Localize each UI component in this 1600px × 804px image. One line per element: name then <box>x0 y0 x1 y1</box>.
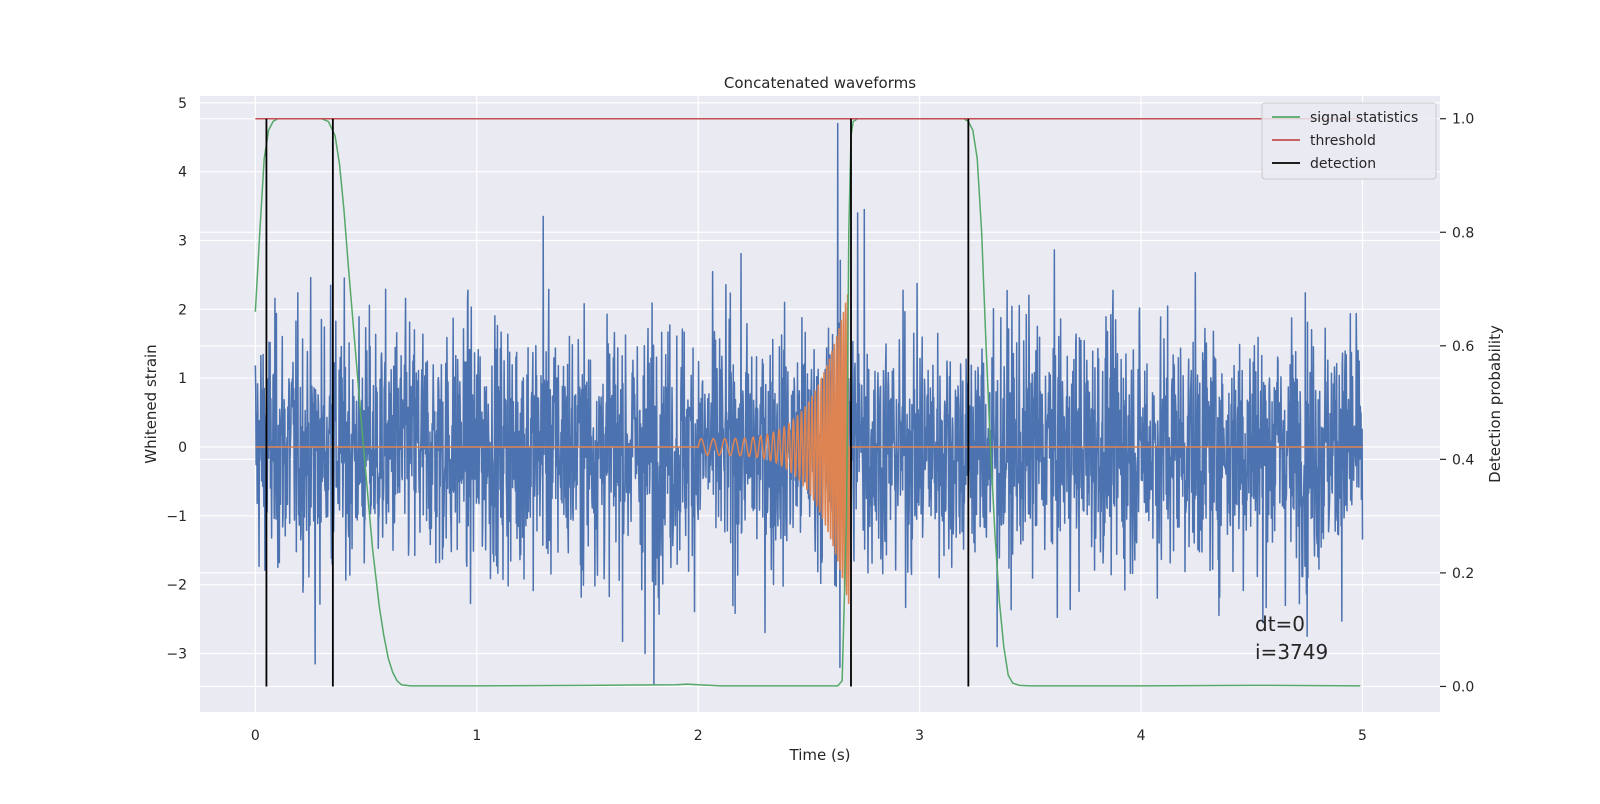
x-tick-label: 2 <box>694 728 703 744</box>
y-axis-ticks: −3 −2 −1 0 1 2 3 4 5 <box>166 96 187 663</box>
y-tick-label: −1 <box>166 509 187 525</box>
right-tick-label: 0.8 <box>1452 225 1474 241</box>
y-tick-label: −2 <box>166 578 187 594</box>
right-tick-label: 0.6 <box>1452 339 1474 355</box>
y-tick-label: 2 <box>178 302 187 318</box>
legend: signal statistics threshold detection <box>1261 102 1437 180</box>
legend-box <box>1261 102 1437 180</box>
right-axis-ticks: 0.0 0.2 0.4 0.6 0.8 1.0 <box>1440 112 1474 695</box>
right-axis-label: Detection probability <box>1486 325 1504 483</box>
x-tick-label: 0 <box>251 728 260 744</box>
y-tick-label: 0 <box>178 440 187 456</box>
x-tick-label: 1 <box>472 728 481 744</box>
right-tick-label: 0.0 <box>1452 679 1474 695</box>
legend-label-signal-statistics: signal statistics <box>1310 110 1418 126</box>
chart-title: Concatenated waveforms <box>724 74 916 92</box>
detections <box>265 118 970 687</box>
right-tick-label: 0.2 <box>1452 566 1474 582</box>
x-axis-ticks: 0 1 2 3 4 5 <box>251 728 1367 744</box>
annotation-index: i=3749 <box>1255 640 1328 664</box>
y-axis-label: Whitened strain <box>142 344 160 463</box>
legend-label-detection: detection <box>1310 156 1376 172</box>
legend-label-threshold: threshold <box>1310 133 1376 149</box>
noise-series-line <box>254 122 1364 686</box>
x-axis-label: Time (s) <box>789 746 851 764</box>
signal-statistics-line <box>254 117 1361 687</box>
y-tick-label: 1 <box>178 371 187 387</box>
y-tick-label: 3 <box>178 234 187 250</box>
x-tick-label: 5 <box>1358 728 1367 744</box>
y-tick-label: 5 <box>178 96 187 112</box>
right-tick-label: 1.0 <box>1452 112 1474 128</box>
x-tick-label: 4 <box>1137 728 1146 744</box>
annotation-dt: dt=0 <box>1255 612 1305 636</box>
x-tick-label: 3 <box>915 728 924 744</box>
y-tick-label: −3 <box>166 646 187 662</box>
right-tick-label: 0.4 <box>1452 452 1474 468</box>
plot-area <box>254 117 1364 687</box>
y-tick-label: 4 <box>178 165 187 181</box>
chirp-series-line <box>255 294 1363 604</box>
